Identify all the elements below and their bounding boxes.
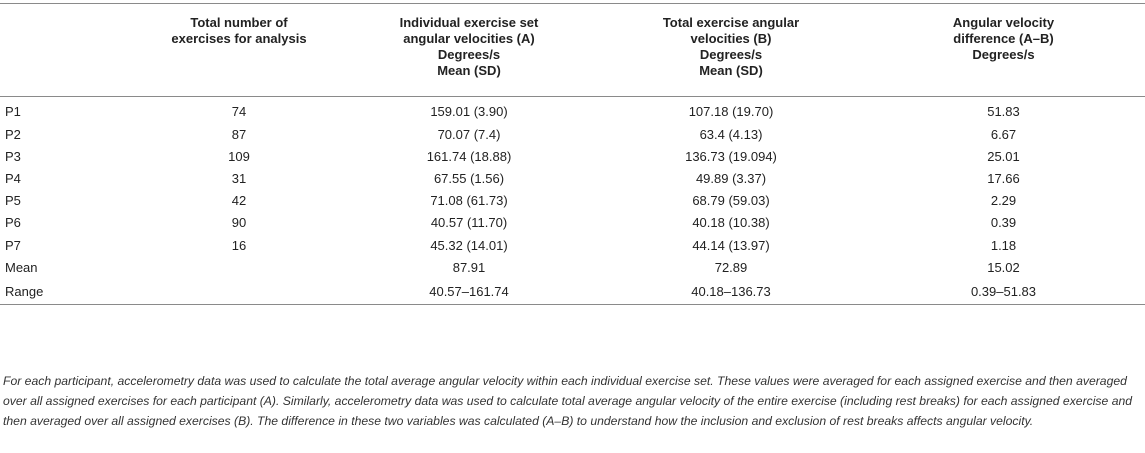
total-velocity-cell: 49.89 (3.37) <box>695 170 767 186</box>
header-individual-set-velocity: Individual exercise set angular velociti… <box>399 15 539 78</box>
table-footnote: For each participant, accelerometry data… <box>3 374 1133 428</box>
set-velocity-cell: 161.74 (18.88) <box>426 148 512 164</box>
difference-cell: 6.67 <box>990 126 1017 142</box>
difference-cell: 17.66 <box>987 170 1020 186</box>
table-header: Total number of exercises for analysis I… <box>0 3 1145 97</box>
difference-cell: 0.39–51.83 <box>970 283 1037 299</box>
total-velocity-cell: 40.18–136.73 <box>691 283 771 299</box>
exercise-count-cell: 87 <box>231 126 247 142</box>
participant-cell: P1 <box>5 104 21 120</box>
exercise-count-cell: 74 <box>231 104 247 120</box>
table-row: P1 74 159.01 (3.90) 107.18 (19.70) 51.83 <box>0 97 1145 124</box>
participant-cell: P3 <box>5 148 21 164</box>
participant-cell: P6 <box>5 215 21 231</box>
participant-cell: Mean <box>5 259 38 275</box>
set-velocity-cell: 45.32 (14.01) <box>430 237 508 253</box>
exercise-count-cell: 31 <box>231 170 247 186</box>
total-velocity-cell: 72.89 <box>714 259 748 275</box>
table-body: P1 74 159.01 (3.90) 107.18 (19.70) 51.83 P2 87… <box>0 97 1145 305</box>
exercise-count-cell: 90 <box>231 215 247 231</box>
difference-cell: 1.18 <box>990 237 1017 253</box>
table-row: P2 87 70.07 (7.4) 63.4 (4.13) 6.67 <box>0 124 1145 146</box>
table-row: P3 109 161.74 (18.88) 136.73 (19.094) 25.01 <box>0 146 1145 168</box>
difference-cell: 25.01 <box>987 148 1020 164</box>
exercise-count-cell <box>140 257 338 279</box>
set-velocity-cell: 70.07 (7.4) <box>437 126 501 142</box>
table-row: P7 16 45.32 (14.01) 44.14 (13.97) 1.18 <box>0 234 1145 256</box>
header-row: Total number of exercises for analysis I… <box>0 3 1145 97</box>
table-row: Range 40.57–161.74 40.18–136.73 0.39–51.83 <box>0 279 1145 305</box>
set-velocity-cell: 40.57–161.74 <box>429 283 509 299</box>
table-row: P5 42 71.08 (61.73) 68.79 (59.03) 2.29 <box>0 190 1145 212</box>
difference-cell: 2.29 <box>990 193 1017 209</box>
total-velocity-cell: 136.73 (19.094) <box>685 148 777 164</box>
difference-cell: 0.39 <box>990 215 1017 231</box>
total-velocity-cell: 40.18 (10.38) <box>692 215 770 231</box>
angular-velocity-table: Total number of exercises for analysis I… <box>0 3 1145 305</box>
participant-cell: P7 <box>5 237 21 253</box>
total-velocity-cell: 44.14 (13.97) <box>692 237 770 253</box>
exercise-count-cell: 109 <box>228 148 250 164</box>
participant-cell: P4 <box>5 170 21 186</box>
total-velocity-cell: 68.79 (59.03) <box>692 193 770 209</box>
header-total-exercise-velocity: Total exercise angular velocities (B) De… <box>662 15 800 78</box>
exercise-count-cell: 16 <box>231 237 247 253</box>
set-velocity-cell: 159.01 (3.90) <box>430 104 508 120</box>
set-velocity-cell: 67.55 (1.56) <box>433 170 505 186</box>
exercise-count-cell: 42 <box>231 193 247 209</box>
set-velocity-cell: 40.57 (11.70) <box>430 215 508 231</box>
total-velocity-cell: 107.18 (19.70) <box>688 104 774 120</box>
set-velocity-cell: 87.91 <box>452 259 486 275</box>
table-row: Mean 87.91 72.89 15.02 <box>0 257 1145 279</box>
header-total-exercises: Total number of exercises for analysis <box>171 15 307 46</box>
exercise-count-cell <box>140 279 338 305</box>
participant-cell: P5 <box>5 193 21 209</box>
participant-cell: P2 <box>5 126 21 142</box>
header-velocity-difference: Angular velocity difference (A–B) Degree… <box>952 15 1055 62</box>
difference-cell: 15.02 <box>987 259 1020 275</box>
participant-cell: Range <box>5 283 44 299</box>
table-row: P4 31 67.55 (1.56) 49.89 (3.37) 17.66 <box>0 168 1145 190</box>
total-velocity-cell: 63.4 (4.13) <box>699 126 763 142</box>
set-velocity-cell: 71.08 (61.73) <box>430 193 508 209</box>
table-row: P6 90 40.57 (11.70) 40.18 (10.38) 0.39 <box>0 212 1145 234</box>
difference-cell: 51.83 <box>987 104 1020 120</box>
header-participant <box>0 4 140 97</box>
